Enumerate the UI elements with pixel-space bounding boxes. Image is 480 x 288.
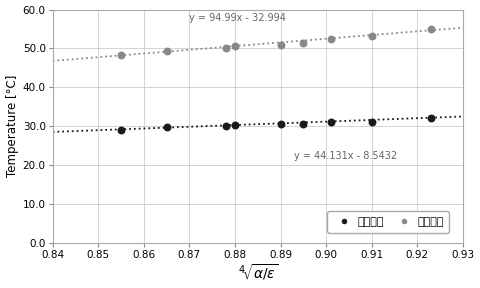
최대온도 <box>427 27 435 32</box>
X-axis label: $^4\!\sqrt{\alpha/\varepsilon}$: $^4\!\sqrt{\alpha/\varepsilon}$ <box>238 263 278 283</box>
최대온도 <box>368 34 375 38</box>
최소온도 <box>117 128 125 132</box>
최대온도 <box>277 43 285 48</box>
최소온도 <box>231 123 239 128</box>
최소온도 <box>327 120 335 125</box>
최대온도 <box>231 44 239 49</box>
Text: y = 44.131x - 8.5432: y = 44.131x - 8.5432 <box>294 151 397 162</box>
최대온도 <box>327 36 335 41</box>
최소온도 <box>277 122 285 126</box>
최대온도 <box>300 40 307 45</box>
최소온도 <box>163 125 170 129</box>
최소온도 <box>368 119 375 124</box>
Y-axis label: Temperature [°C]: Temperature [°C] <box>6 75 19 177</box>
최소온도 <box>427 116 435 121</box>
최소온도 <box>222 124 230 128</box>
Legend: 최소온도, 최대온도: 최소온도, 최대온도 <box>327 211 449 233</box>
최대온도 <box>222 46 230 51</box>
최대온도 <box>163 49 170 54</box>
최소온도 <box>300 122 307 126</box>
최대온도 <box>117 53 125 58</box>
Text: y = 94.99x - 32.994: y = 94.99x - 32.994 <box>190 14 286 23</box>
